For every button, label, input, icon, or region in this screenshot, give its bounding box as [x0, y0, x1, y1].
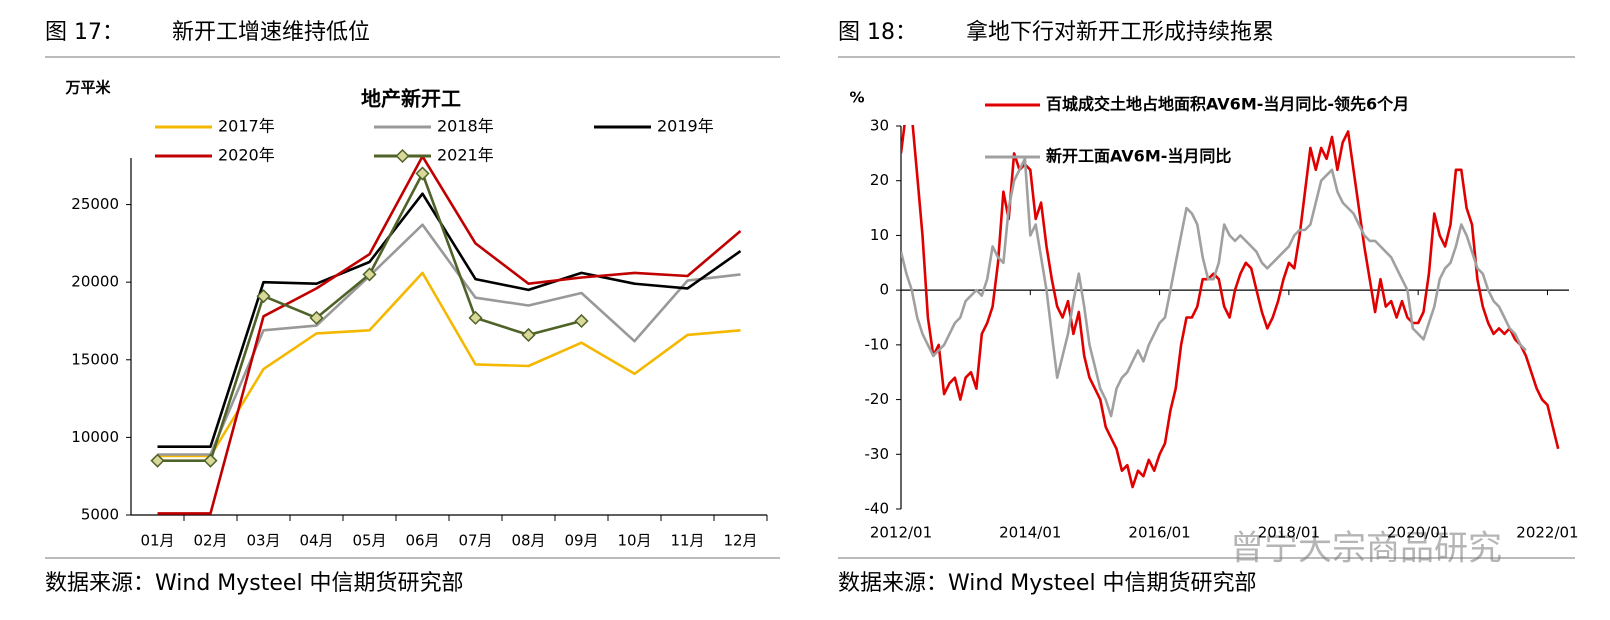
y-tick-label: 0	[879, 281, 889, 299]
point-marker	[415, 166, 430, 181]
x-tick-label: 07月	[458, 532, 492, 550]
legend-label: 2019年	[657, 117, 714, 136]
y-tick-label: 30	[870, 117, 889, 135]
figure-caption: 拿地下行对新开工形成持续拖累	[966, 19, 1274, 45]
y-axis-label: 万平米	[64, 79, 111, 97]
x-tick-label: 12月	[723, 532, 757, 550]
point-marker	[574, 313, 589, 329]
y-tick-label: -20	[865, 390, 890, 408]
y-tick-label: 25000	[71, 195, 119, 213]
legend-marker	[395, 148, 410, 164]
x-tick-label: 01月	[140, 532, 174, 550]
point-marker	[362, 267, 377, 282]
legend-label: 2018年	[437, 117, 494, 136]
x-tick-label: 11月	[670, 532, 704, 550]
source: 数据来源：Wind Mysteel 中信期货研究部	[838, 571, 1257, 596]
x-tick-label: 2022/01	[1516, 524, 1578, 542]
y-axis-label: %	[849, 89, 864, 107]
x-tick-label: 06月	[405, 532, 439, 550]
y-tick-label: 10000	[71, 428, 119, 446]
series-line	[157, 271, 741, 458]
source: 数据来源：Wind Mysteel 中信期货研究部	[45, 571, 464, 596]
x-tick-label: 05月	[352, 532, 386, 550]
series-line	[157, 192, 742, 448]
y-tick-label: 10	[870, 226, 889, 244]
x-tick-label: 2012/01	[870, 524, 932, 542]
figure-caption: 新开工增速维持低位	[172, 20, 370, 45]
point-marker	[256, 289, 271, 304]
figure-number: 图 18：	[838, 20, 917, 45]
figure-number: 图 17：	[45, 20, 124, 45]
y-tick-label: 15000	[71, 350, 119, 368]
y-tick-label: 20	[870, 171, 889, 189]
x-tick-label: 08月	[511, 532, 545, 550]
x-tick-label: 03月	[246, 532, 280, 550]
legend-label: 百城成交土地占地面积AV6M-当月同比-领先6个月	[1046, 95, 1409, 114]
point-marker	[309, 310, 324, 325]
x-tick-label: 2014/01	[999, 524, 1061, 542]
x-tick-label: 10月	[617, 532, 651, 550]
x-tick-label: 2016/01	[1128, 524, 1190, 542]
y-tick-label: -30	[865, 445, 890, 463]
x-tick-label: 2020/01	[1387, 524, 1449, 542]
point-marker	[150, 453, 165, 468]
x-tick-label: 2018/01	[1258, 524, 1320, 542]
y-tick-label: -40	[865, 500, 890, 518]
y-tick-label: 20000	[71, 273, 119, 291]
x-tick-label: 02月	[193, 532, 227, 550]
y-tick-label: -10	[865, 335, 890, 353]
series-line	[901, 125, 1560, 489]
legend-label: 2021年	[437, 146, 494, 165]
legend-label: 2017年	[218, 117, 275, 136]
series-line	[901, 157, 1527, 418]
x-tick-label: 09月	[564, 532, 598, 550]
point-marker	[468, 310, 483, 325]
point-marker	[203, 453, 218, 468]
watermark: 曾宁大宗商品研究	[1230, 529, 1502, 569]
point-marker	[521, 327, 536, 343]
y-tick-label: 5000	[81, 506, 119, 524]
chart-title: 地产新开工	[361, 87, 461, 111]
legend-label: 新开工面AV6M-当月同比	[1046, 147, 1231, 166]
x-tick-label: 04月	[299, 532, 333, 550]
series-line	[157, 157, 742, 515]
legend-label: 2020年	[218, 146, 275, 165]
